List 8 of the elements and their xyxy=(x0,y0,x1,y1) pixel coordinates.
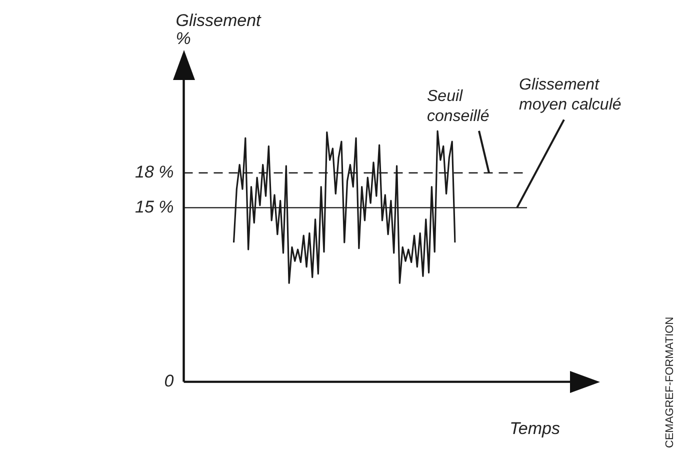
ref-line-label: Seuil conseillé xyxy=(427,88,490,125)
x-axis-title: Temps xyxy=(510,418,560,438)
y-tick-label: 15 % xyxy=(135,197,174,216)
y-tick-label: 18 % xyxy=(135,162,174,182)
text: CEMAGREF-FORMATION xyxy=(664,316,676,448)
y-tick-label: 0 xyxy=(164,372,174,391)
ref-line-label: Glissement moyen calculé xyxy=(519,76,622,114)
y-axis-title: Glissement % xyxy=(176,11,262,48)
